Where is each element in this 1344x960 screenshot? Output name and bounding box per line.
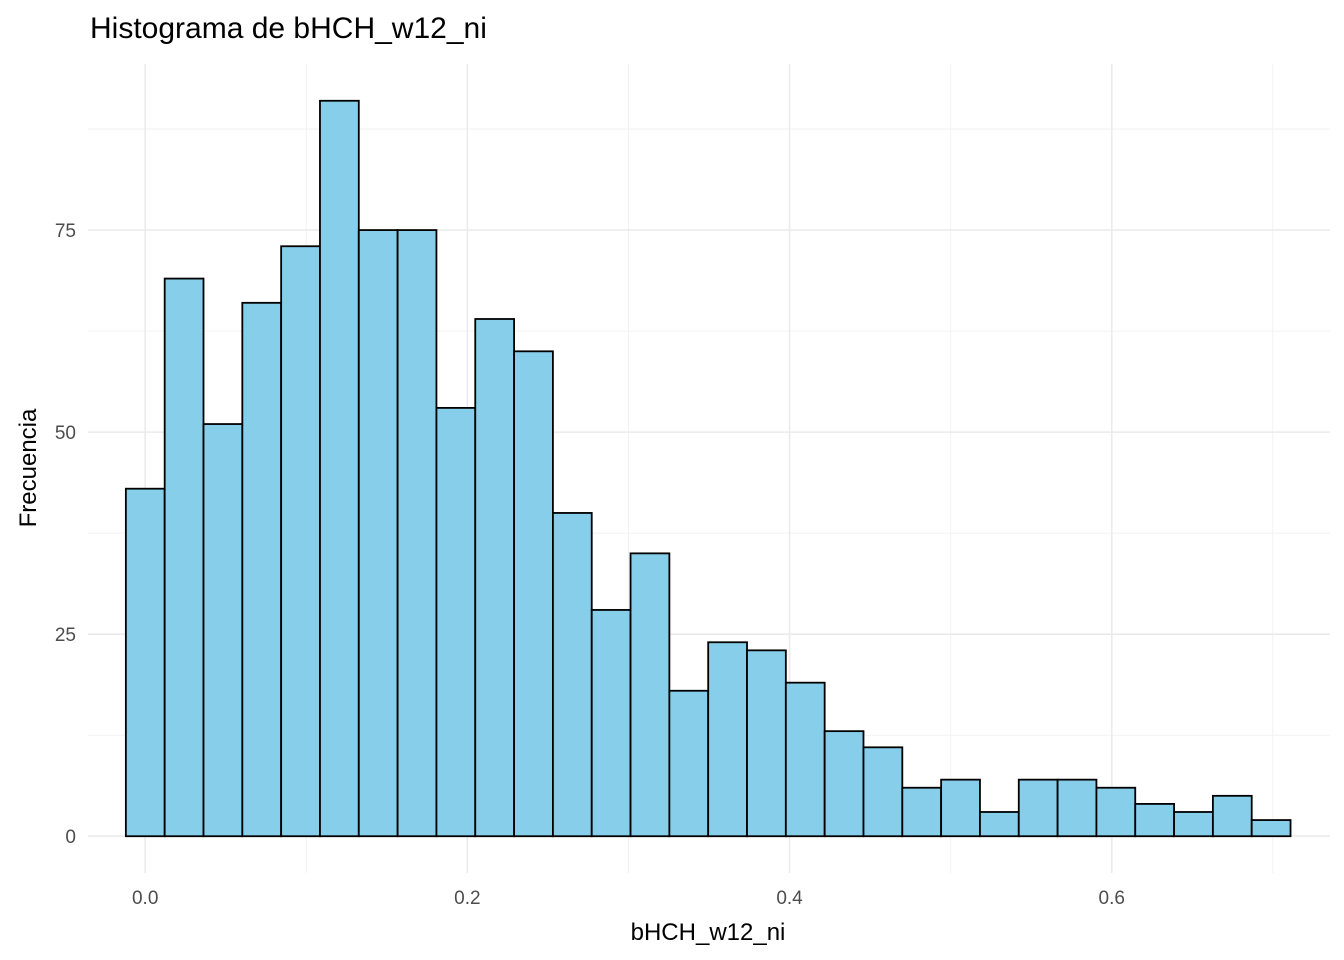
grid-minor — [88, 64, 1330, 873]
histogram-bar — [163, 277, 205, 838]
histogram-bar — [901, 786, 943, 838]
histogram-bar — [396, 229, 438, 838]
y-axis-title: Frecuencia — [15, 408, 42, 527]
x-axis-ticks: 0.0 0.2 0.4 0.6 — [132, 888, 1125, 909]
histogram-bars — [124, 99, 1292, 838]
histogram-bar — [435, 406, 477, 838]
histogram-bar — [1173, 811, 1214, 838]
histogram-bar — [1211, 794, 1253, 838]
histogram-bar — [513, 350, 554, 838]
chart-title: Histograma de bHCH_w12_ni — [90, 12, 487, 45]
x-tick-label: 0.0 — [132, 888, 158, 909]
histogram-bar — [1095, 786, 1137, 838]
y-tick-label: 75 — [55, 221, 76, 242]
histogram-bar — [979, 811, 1020, 838]
histogram-bar — [124, 487, 166, 838]
y-axis-ticks: 0 25 50 75 — [55, 221, 76, 848]
histogram-bar — [1250, 819, 1292, 838]
y-tick-label: 50 — [55, 423, 76, 444]
histogram-bar — [241, 301, 283, 838]
x-tick-label: 0.4 — [776, 888, 803, 909]
histogram-bar — [357, 229, 399, 838]
histogram-bar — [784, 681, 826, 838]
histogram-bar — [280, 245, 321, 838]
histogram-bar — [707, 641, 748, 838]
histogram-bar — [668, 689, 710, 838]
histogram-bar — [590, 609, 632, 838]
histogram-bar — [474, 318, 515, 838]
x-tick-label: 0.6 — [1099, 888, 1125, 909]
x-tick-label: 0.2 — [454, 888, 480, 909]
y-tick-label: 0 — [65, 827, 76, 848]
histogram-bar — [629, 552, 671, 838]
histogram-bar — [823, 730, 865, 838]
y-tick-label: 25 — [55, 625, 76, 646]
histogram-bar — [940, 778, 981, 838]
histogram-bar — [746, 649, 787, 838]
x-axis-title: bHCH_w12_ni — [631, 919, 786, 946]
histogram-bar — [1134, 802, 1175, 838]
histogram-bar — [1056, 778, 1098, 838]
histogram-bar — [319, 99, 360, 838]
histogram-bar — [1017, 778, 1059, 838]
histogram-bar — [862, 746, 904, 838]
histogram-bar — [552, 512, 593, 838]
histogram-bar — [202, 423, 244, 838]
